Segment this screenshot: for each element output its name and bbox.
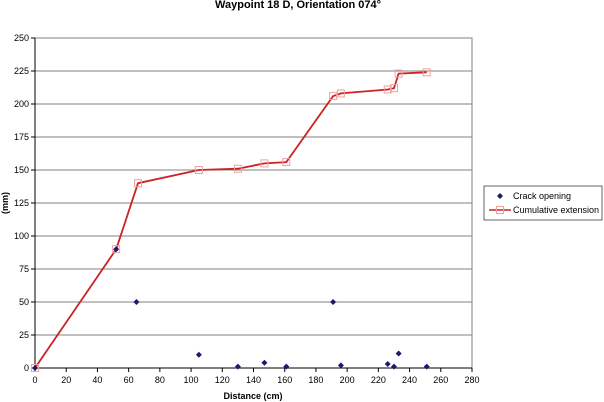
data-point-cumulative-extension — [336, 89, 345, 98]
data-point-cumulative-extension — [329, 92, 338, 101]
data-point-crack-opening — [384, 361, 391, 368]
chart-title: Waypoint 18 D, Orientation 074° — [215, 0, 381, 11]
y-tick-label: 100 — [14, 231, 29, 241]
x-tick-label: 100 — [184, 375, 199, 385]
data-point-crack-opening — [330, 299, 337, 305]
x-tick-label: 140 — [246, 375, 261, 385]
y-tick-label: 175 — [14, 132, 29, 142]
data-point-cumulative-extension — [389, 84, 398, 93]
x-axis-label: Distance (cm) — [223, 391, 282, 401]
data-point-crack-opening — [283, 363, 290, 370]
y-tick-label: 250 — [14, 33, 29, 43]
data-point-crack-opening — [337, 362, 344, 369]
data-point-cumulative-extension — [134, 179, 143, 188]
gridlines — [35, 37, 472, 336]
data-point-crack-opening — [395, 350, 402, 357]
legend-marker-crack-opening — [497, 193, 503, 199]
y-axis-label: (mm) — [0, 192, 10, 214]
data-point-cumulative-extension — [233, 164, 242, 173]
legend-marker-cumulative-extension — [496, 206, 504, 214]
x-axis-ticks: 0 20 40 60 80 100 120 140 160 180 200 220 240 260 280 — [32, 368, 480, 385]
y-tick-label: 125 — [14, 198, 29, 208]
series-line-cumulative-extension — [34, 71, 427, 369]
data-point-crack-opening — [133, 299, 140, 305]
data-point-crack-opening — [234, 363, 241, 370]
x-tick-label: 280 — [464, 375, 479, 385]
data-point-cumulative-extension — [194, 166, 203, 174]
y-tick-label: 225 — [14, 66, 29, 76]
data-point-crack-opening — [113, 246, 120, 253]
y-tick-label: 150 — [14, 165, 29, 175]
y-tick-label: 25 — [19, 330, 29, 340]
series-layer — [31, 68, 431, 372]
x-tick-label: 180 — [308, 375, 323, 385]
data-point-crack-opening — [195, 351, 202, 358]
x-tick-label: 120 — [215, 375, 230, 385]
y-tick-label: 200 — [14, 99, 29, 109]
x-tick-label: 60 — [124, 375, 134, 385]
data-point-crack-opening — [261, 359, 268, 366]
data-point-cumulative-extension — [383, 85, 392, 94]
legend: Crack opening Cumulative extension — [483, 185, 603, 221]
y-tick-label: 0 — [24, 363, 29, 373]
x-tick-label: 20 — [61, 375, 71, 385]
x-tick-label: 80 — [155, 375, 165, 385]
y-axis-ticks: 0 25 50 75 100 125 150 175 200 225 250 — [14, 33, 35, 373]
x-tick-label: 0 — [32, 375, 37, 385]
data-point-crack-opening — [390, 363, 397, 370]
data-point-cumulative-extension — [394, 69, 403, 78]
x-tick-label: 220 — [371, 375, 386, 385]
legend-label-cumulative-extension: Cumulative extension — [513, 205, 599, 215]
x-tick-label: 260 — [433, 375, 448, 385]
data-point-cumulative-extension — [31, 364, 39, 372]
data-point-crack-opening — [423, 363, 430, 370]
y-tick-label: 50 — [19, 297, 29, 307]
data-point-cumulative-extension — [422, 68, 431, 77]
y-tick-label: 75 — [19, 264, 29, 274]
data-point-cumulative-extension — [260, 159, 269, 168]
x-tick-label: 40 — [92, 375, 102, 385]
data-point-cumulative-extension — [282, 158, 291, 167]
data-point-crack-opening — [32, 365, 38, 371]
legend-box — [483, 185, 603, 221]
x-tick-label: 200 — [340, 375, 355, 385]
data-point-cumulative-extension — [112, 245, 121, 254]
legend-label-crack-opening: Crack opening — [513, 191, 571, 201]
x-tick-label: 240 — [402, 375, 417, 385]
x-tick-label: 160 — [277, 375, 292, 385]
